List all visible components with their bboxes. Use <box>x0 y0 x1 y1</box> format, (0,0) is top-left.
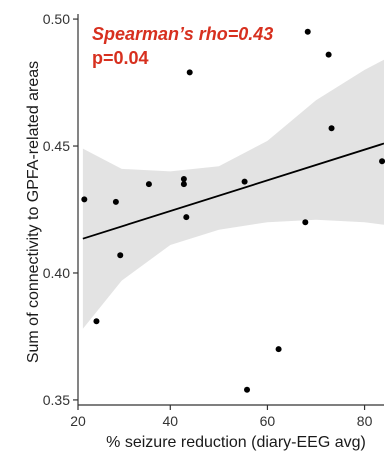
data-point-14 <box>304 28 311 35</box>
spearman-rho-annotation: Spearman’s rho=0.43 <box>92 24 273 44</box>
rho-label: Spearman’s rho <box>92 24 228 44</box>
data-point-11 <box>244 386 251 393</box>
data-point-10 <box>241 178 248 185</box>
data-point-16 <box>328 125 335 132</box>
data-point-17 <box>379 158 386 165</box>
y-axis-label: Sum of connectivity to GPFA-related area… <box>25 61 42 363</box>
data-point-9 <box>186 69 193 76</box>
y-tick-label-1: 0.35 <box>43 392 70 408</box>
x-tick-label-2: 40 <box>162 413 178 429</box>
data-point-15 <box>325 51 332 58</box>
y-tick-label-4: 0.50 <box>43 11 70 27</box>
confidence-band <box>82 59 384 329</box>
data-point-2 <box>93 318 100 325</box>
p-value-annotation: p=0.04 <box>92 48 149 68</box>
data-point-12 <box>275 346 282 353</box>
data-point-6 <box>180 176 187 183</box>
data-point-5 <box>145 181 152 188</box>
x-tick-label-4: 80 <box>357 413 373 429</box>
data-point-3 <box>112 198 119 205</box>
rho-value: =0.43 <box>228 24 274 44</box>
y-tick-label-2: 0.40 <box>43 265 70 281</box>
x-axis-label: % seizure reduction (diary-EEG avg) <box>106 434 366 451</box>
data-point-13 <box>302 219 309 226</box>
axes: 0.35 0.40 0.45 0.50 20 40 60 80 <box>43 11 384 429</box>
data-point-7 <box>180 181 187 188</box>
data-point-8 <box>183 214 190 221</box>
y-tick-label-3: 0.45 <box>43 138 70 154</box>
x-tick-label-1: 20 <box>70 413 86 429</box>
regression-line <box>82 142 384 240</box>
x-tick-label-3: 60 <box>260 413 276 429</box>
data-point-4 <box>117 252 124 259</box>
data-point-1 <box>81 196 88 203</box>
plot-area <box>81 28 386 393</box>
plot-clipped-group <box>82 59 384 329</box>
